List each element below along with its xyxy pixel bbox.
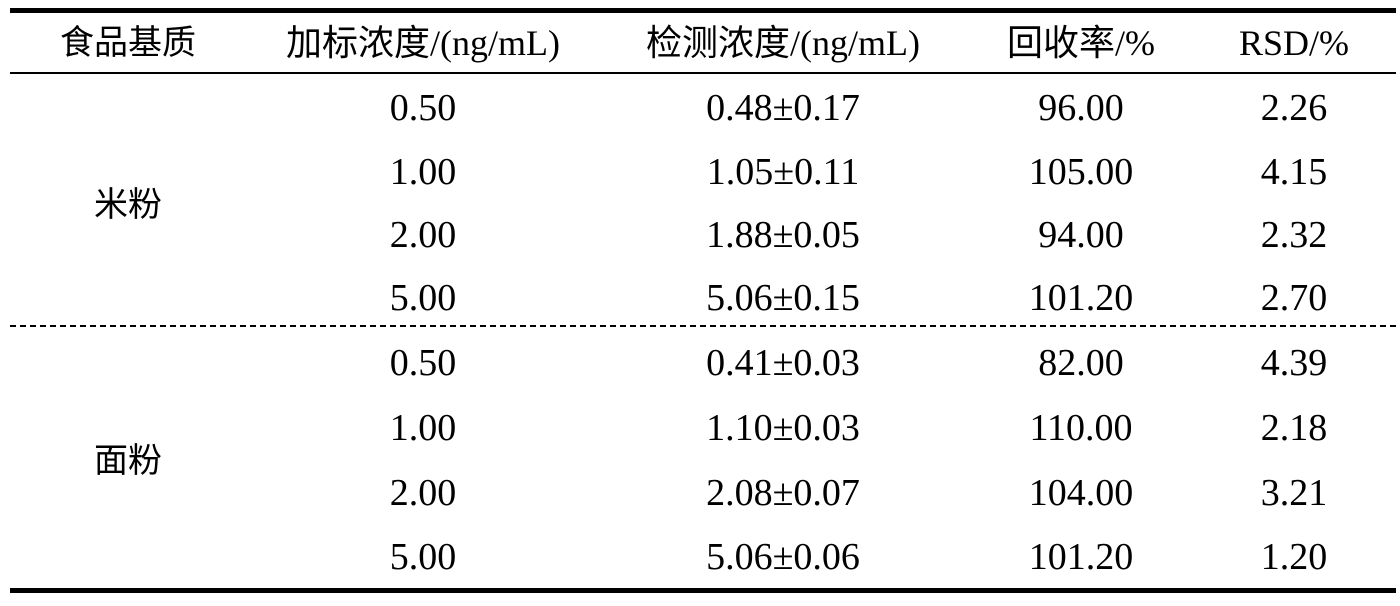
table-cell-recovery: 110.00 <box>1029 407 1133 449</box>
table-cell-recovery: 82.00 <box>1038 342 1124 384</box>
table-cell-recovery: 104.00 <box>1028 472 1134 514</box>
header-recovery-rate: 回收率/% <box>1007 23 1155 63</box>
table-cell-detected: 5.06±0.06 <box>706 536 860 578</box>
table-cell-spiked: 1.00 <box>389 407 457 449</box>
table-cell-recovery: 96.00 <box>1038 87 1124 129</box>
header-rsd: RSD/% <box>1238 23 1350 63</box>
table-cell-recovery: 105.00 <box>1028 151 1134 193</box>
table-cell-rsd: 2.32 <box>1260 214 1328 256</box>
header-matrix: 食品基质 <box>60 23 196 63</box>
table-cell-spiked: 1.00 <box>389 151 457 193</box>
table-cell-recovery: 94.00 <box>1038 214 1124 256</box>
table-cell-detected: 1.05±0.11 <box>706 151 860 193</box>
table-cell-rsd: 4.15 <box>1260 151 1328 193</box>
table-cell-recovery: 101.20 <box>1028 277 1134 319</box>
header-spiked-concentration: 加标浓度/(ng/mL) <box>286 23 560 63</box>
table-cell-spiked: 5.00 <box>389 536 457 578</box>
table-cell-spiked: 0.50 <box>389 87 457 129</box>
table-top-rule <box>10 8 1396 13</box>
table-cell-spiked: 2.00 <box>389 214 457 256</box>
table-cell-detected: 0.48±0.17 <box>706 87 860 129</box>
header-detected-concentration: 检测浓度/(ng/mL) <box>646 23 920 63</box>
table-cell-detected: 5.06±0.15 <box>706 277 860 319</box>
table-cell-rsd: 3.21 <box>1260 472 1328 514</box>
table-cell-detected: 1.10±0.03 <box>706 407 860 449</box>
table-cell-rsd: 2.18 <box>1260 407 1328 449</box>
table-cell-rsd: 2.26 <box>1260 87 1328 129</box>
table-cell-spiked: 2.00 <box>389 472 457 514</box>
table-cell-rsd: 1.20 <box>1260 536 1328 578</box>
table-cell-detected: 1.88±0.05 <box>706 214 860 256</box>
table-cell-spiked: 5.00 <box>389 277 457 319</box>
table-cell-detected: 2.08±0.07 <box>706 472 860 514</box>
table-cell-rsd: 4.39 <box>1260 342 1328 384</box>
matrix-label: 面粉 <box>94 441 162 481</box>
group-divider-dashed <box>10 325 1396 327</box>
recovery-table: 食品基质 加标浓度/(ng/mL) 检测浓度/(ng/mL) 回收率/% RSD… <box>10 0 1396 606</box>
header-divider-rule <box>10 72 1396 74</box>
matrix-label: 米粉 <box>94 185 162 225</box>
table-cell-rsd: 2.70 <box>1260 277 1328 319</box>
table-cell-detected: 0.41±0.03 <box>706 342 860 384</box>
table-cell-spiked: 0.50 <box>389 342 457 384</box>
table-bottom-rule <box>10 588 1396 593</box>
table-cell-recovery: 101.20 <box>1028 536 1134 578</box>
